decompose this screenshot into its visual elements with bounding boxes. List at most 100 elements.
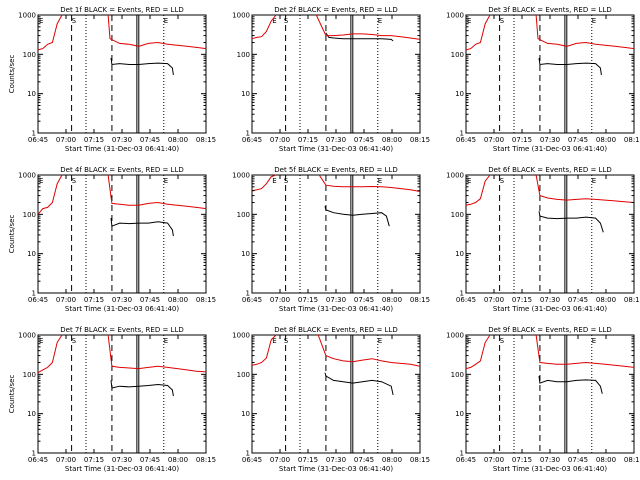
- chart-panel-3: Det 3f BLACK = Events, RED = LLD S E E 06:45…: [446, 6, 640, 153]
- x-tick-label: 07:30: [112, 136, 132, 144]
- y-tick-label: 1: [460, 450, 464, 458]
- y-tick-label: 10: [27, 250, 36, 258]
- y-tick-label: 1000: [232, 12, 250, 20]
- y-tick-label: 100: [237, 211, 250, 219]
- chart-panel-9: Det 9f BLACK = Events, RED = LLD S E E 06:45…: [446, 326, 640, 473]
- x-tick-label: 07:15: [84, 136, 104, 144]
- x-tick-label: 07:30: [112, 296, 132, 304]
- x-axis-label: Start Time (31-Dec-03 06:41:40): [65, 145, 179, 153]
- x-tick-label: 07:30: [326, 136, 346, 144]
- series-events-line: [110, 218, 174, 237]
- y-axis-label: Counts/sec: [8, 375, 16, 414]
- x-tick-label: 08:15: [410, 136, 430, 144]
- x-axis-label: Start Time (31-Dec-03 06:41:40): [493, 305, 607, 313]
- y-tick-label: 1: [32, 450, 36, 458]
- series-lld-line: [107, 14, 207, 50]
- x-tick-label: 08:00: [168, 456, 188, 464]
- y-tick-label: 1000: [18, 12, 36, 20]
- y-tick-label: 1000: [446, 12, 464, 20]
- series-lld-line: [535, 14, 635, 50]
- y-tick-label: 1000: [232, 172, 250, 180]
- x-tick-label: 06:45: [28, 296, 48, 304]
- series-events-line: [538, 58, 602, 75]
- y-tick-label: 1: [32, 290, 36, 298]
- x-tick-label: 07:45: [140, 456, 160, 464]
- x-tick-label: 06:45: [456, 456, 476, 464]
- y-tick-label: 1000: [232, 332, 250, 340]
- x-tick-label: 07:00: [56, 296, 76, 304]
- x-tick-label: 06:45: [28, 136, 48, 144]
- plot-frame: [37, 334, 207, 454]
- x-tick-label: 07:30: [326, 456, 346, 464]
- series-lld-line: [37, 14, 63, 51]
- x-tick-label: 08:00: [596, 136, 616, 144]
- x-axis-label: Start Time (31-Dec-03 06:41:40): [493, 145, 607, 153]
- event-marker-e: E: [378, 177, 382, 185]
- x-tick-label: 08:15: [196, 296, 216, 304]
- y-tick-label: 1000: [446, 172, 464, 180]
- event-marker-e: E: [467, 17, 471, 25]
- x-tick-label: 07:30: [540, 456, 560, 464]
- x-tick-label: 08:15: [624, 456, 640, 464]
- series-events-line: [324, 372, 394, 396]
- chart-panel-6: Det 6f BLACK = Events, RED = LLD S E E 06:45…: [446, 166, 640, 313]
- y-tick-label: 100: [451, 211, 464, 219]
- x-tick-label: 06:45: [28, 456, 48, 464]
- chart-title: Det 6f BLACK = Events, RED = LLD: [488, 166, 611, 174]
- x-tick-label: 08:15: [624, 296, 640, 304]
- y-tick-label: 100: [237, 51, 250, 59]
- x-tick-label: 07:30: [540, 296, 560, 304]
- event-marker-e: E: [39, 177, 43, 185]
- x-tick-label: 07:00: [270, 136, 290, 144]
- y-tick-label: 100: [237, 371, 250, 379]
- x-axis-label: Start Time (31-Dec-03 06:41:40): [279, 145, 393, 153]
- series-lld-line: [318, 174, 421, 192]
- x-tick-label: 07:30: [540, 136, 560, 144]
- y-tick-label: 1000: [446, 332, 464, 340]
- x-axis-label: Start Time (31-Dec-03 06:41:40): [65, 305, 179, 313]
- event-marker-e: E: [272, 337, 276, 345]
- event-marker-e: E: [467, 177, 471, 185]
- chart-title: Det 8f BLACK = Events, RED = LLD: [274, 326, 397, 334]
- y-tick-label: 100: [23, 211, 36, 219]
- chart-panel-7: Det 7f BLACK = Events, RED = LLD S E E 06:45…: [8, 326, 216, 473]
- series-lld-line: [37, 334, 63, 374]
- event-marker-s: S: [500, 177, 505, 185]
- x-tick-label: 08:15: [196, 136, 216, 144]
- x-tick-label: 07:15: [298, 136, 318, 144]
- x-tick-label: 08:00: [382, 296, 402, 304]
- y-tick-label: 1000: [18, 172, 36, 180]
- x-tick-label: 07:00: [484, 136, 504, 144]
- x-tick-label: 07:45: [568, 296, 588, 304]
- event-marker-e: E: [272, 17, 276, 25]
- series-lld-line: [465, 334, 491, 370]
- event-marker-s: S: [500, 17, 505, 25]
- series-lld-line: [107, 334, 207, 373]
- series-lld-line: [315, 14, 421, 40]
- chart-panel-4: Det 4f BLACK = Events, RED = LLD S E E 06:45…: [8, 166, 216, 313]
- x-tick-label: 07:00: [484, 456, 504, 464]
- y-tick-label: 10: [455, 90, 464, 98]
- event-marker-e: E: [378, 337, 382, 345]
- plot-frame: [251, 174, 421, 294]
- event-marker-e: E: [592, 17, 596, 25]
- x-tick-label: 07:15: [84, 456, 104, 464]
- x-tick-label: 07:15: [84, 296, 104, 304]
- x-axis-label: Start Time (31-Dec-03 06:41:40): [279, 465, 393, 473]
- x-tick-label: 08:15: [410, 296, 430, 304]
- x-tick-label: 08:15: [196, 456, 216, 464]
- series-lld-line: [465, 14, 491, 51]
- x-tick-label: 07:15: [298, 456, 318, 464]
- x-axis-label: Start Time (31-Dec-03 06:41:40): [279, 305, 393, 313]
- x-tick-label: 06:45: [456, 136, 476, 144]
- chart-title: Det 1f BLACK = Events, RED = LLD: [60, 6, 183, 14]
- series-events-line: [324, 206, 390, 227]
- event-marker-e: E: [592, 337, 596, 345]
- event-marker-e: E: [39, 17, 43, 25]
- y-tick-label: 100: [23, 371, 36, 379]
- series-events-line: [325, 32, 394, 42]
- chart-title: Det 5f BLACK = Events, RED = LLD: [274, 166, 397, 174]
- x-tick-label: 07:30: [112, 456, 132, 464]
